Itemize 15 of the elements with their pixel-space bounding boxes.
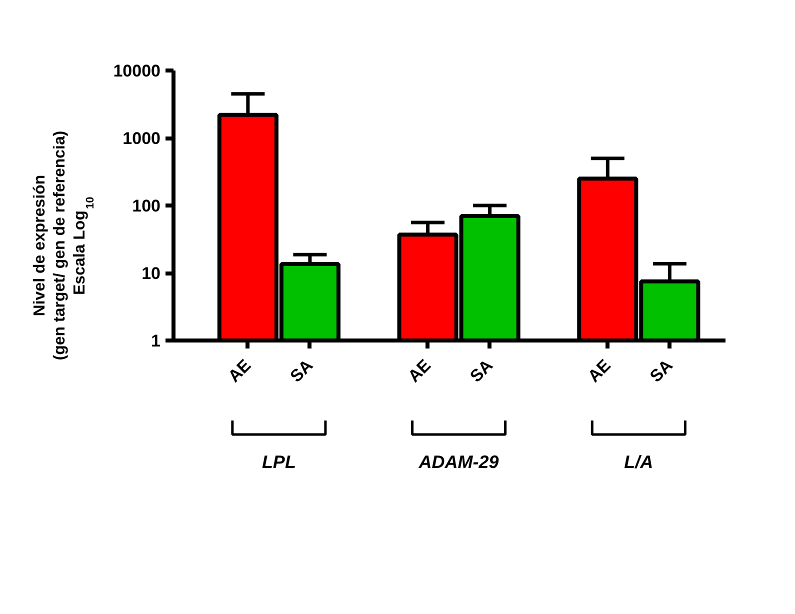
y-tick-label: 10 — [142, 264, 161, 283]
y-tick-label: 100 — [132, 196, 161, 216]
y-axis-title: Nivel de expresión (gen target/ gen de referencia) Escala Log10 — [32, 130, 96, 360]
x-tick-label: AE — [584, 356, 614, 386]
x-tick-label: SA — [466, 356, 497, 386]
y-tick-label: 1 — [151, 332, 161, 350]
text: ADAM-29 — [418, 452, 499, 472]
text: L/A — [624, 452, 654, 472]
text: LPL — [262, 452, 296, 472]
y-tick-label: 1000 — [122, 129, 161, 148]
x-tick-label: SA — [646, 356, 676, 386]
x-tick-label: SA — [286, 356, 317, 386]
x-tick-label: AE — [404, 356, 435, 386]
y-tick-label: 10000 — [113, 62, 161, 80]
x-tick-label: AE — [224, 356, 255, 386]
